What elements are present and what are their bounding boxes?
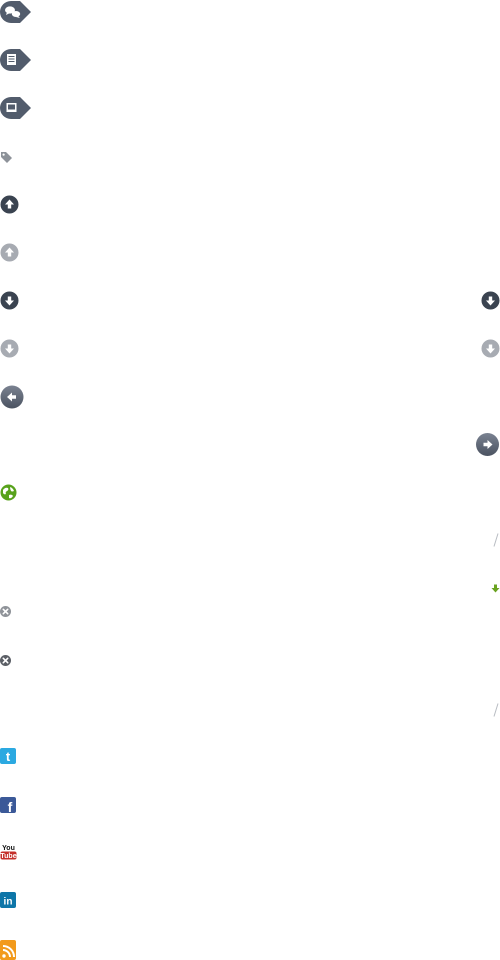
tag-icon (0, 151, 14, 163)
arrow-right-icon[interactable] (475, 432, 500, 458)
twitter-letter: t (6, 749, 11, 764)
close-light-icon[interactable] (0, 606, 12, 618)
facebook-icon[interactable]: f (0, 797, 16, 813)
arrow-down-light-icon[interactable] (481, 339, 500, 359)
youtube-text-bottom: Tube (0, 853, 16, 860)
comments-bubble-icon[interactable] (0, 0, 32, 24)
facebook-letter: f (8, 799, 13, 813)
youtube-text-top: You (2, 845, 15, 852)
twitter-icon[interactable]: t (0, 748, 16, 764)
rss-icon[interactable] (0, 940, 16, 960)
slash-divider-icon (493, 533, 499, 547)
arrow-down-light-icon[interactable] (0, 339, 20, 359)
arrow-down-dark-icon[interactable] (481, 291, 500, 311)
youtube-icon[interactable]: You Tube (0, 843, 18, 861)
article-bubble-icon[interactable] (0, 48, 32, 72)
arrow-down-green-icon (491, 584, 500, 593)
slash-divider-icon (493, 703, 499, 717)
gallery-bubble-icon[interactable] (0, 96, 32, 120)
linkedin-letter: in (4, 897, 13, 908)
globe-icon (0, 484, 18, 502)
linkedin-icon[interactable]: in (0, 892, 16, 908)
close-dark-icon[interactable] (0, 655, 12, 667)
arrow-left-icon[interactable] (0, 385, 26, 411)
arrow-up-dark-icon[interactable] (0, 195, 20, 215)
arrow-down-dark-icon[interactable] (0, 291, 20, 311)
arrow-up-light-icon[interactable] (0, 243, 20, 263)
